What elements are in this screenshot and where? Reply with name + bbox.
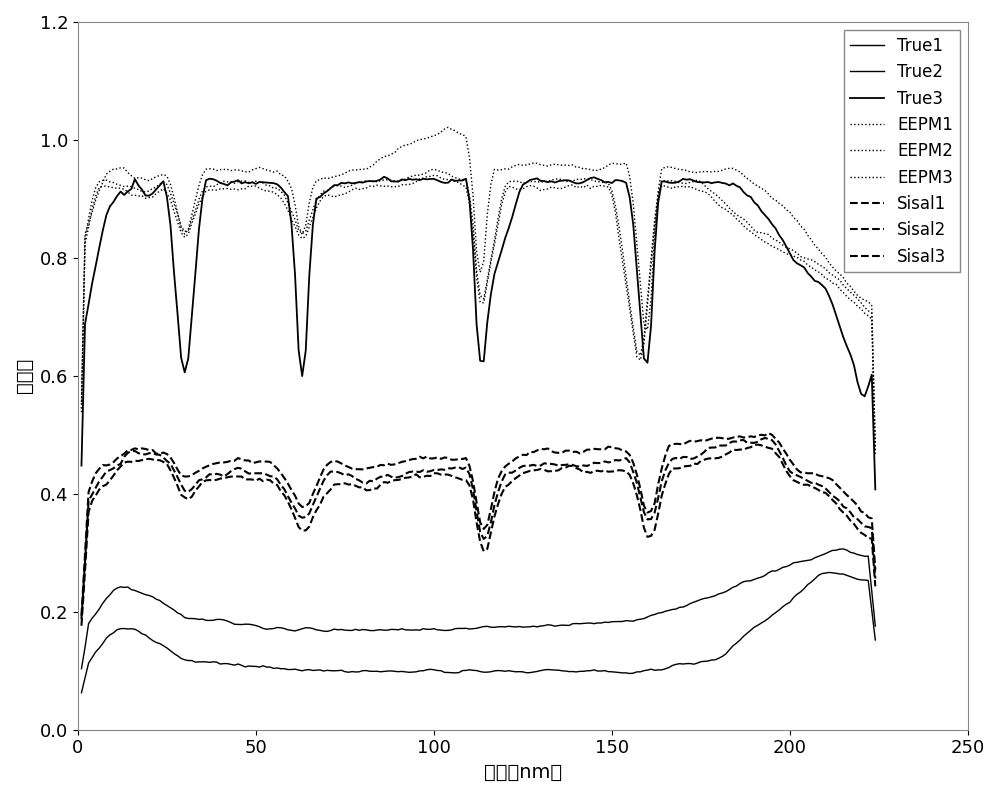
EEPM2 bbox=[852, 294, 864, 304]
EEPM1 bbox=[75, 398, 87, 407]
Sisal3 bbox=[75, 611, 87, 620]
EEPM2 bbox=[136, 186, 148, 196]
True2 bbox=[250, 621, 262, 630]
Legend: True1, True2, True3, EEPM1, EEPM2, EEPM3, Sisal1, Sisal2, Sisal3: True1, True2, True3, EEPM1, EEPM2, EEPM3… bbox=[844, 30, 960, 273]
EEPM3 bbox=[570, 183, 582, 193]
EEPM3 bbox=[136, 191, 148, 201]
True3 bbox=[250, 179, 262, 189]
True2 bbox=[136, 588, 148, 598]
True3 bbox=[869, 485, 881, 494]
Sisal2 bbox=[136, 450, 148, 459]
Line: Sisal2: Sisal2 bbox=[81, 438, 875, 619]
Sisal1 bbox=[75, 621, 87, 630]
Sisal3 bbox=[869, 565, 881, 575]
Sisal3 bbox=[499, 461, 511, 471]
True3 bbox=[378, 172, 390, 182]
True3 bbox=[503, 223, 515, 233]
EEPM1 bbox=[869, 443, 881, 453]
Sisal1 bbox=[147, 455, 159, 465]
EEPM1 bbox=[136, 173, 148, 183]
Line: True2: True2 bbox=[81, 549, 875, 669]
True2 bbox=[75, 664, 87, 673]
Sisal2 bbox=[147, 448, 159, 457]
Line: EEPM3: EEPM3 bbox=[81, 175, 875, 456]
True2 bbox=[837, 544, 849, 554]
EEPM1 bbox=[250, 163, 262, 173]
EEPM3 bbox=[869, 451, 881, 461]
Sisal3 bbox=[250, 457, 262, 467]
True3 bbox=[570, 179, 582, 188]
Sisal2 bbox=[852, 514, 864, 524]
True1 bbox=[869, 635, 881, 645]
True1 bbox=[75, 688, 87, 697]
EEPM2 bbox=[570, 175, 582, 184]
EEPM3 bbox=[75, 407, 87, 417]
True3 bbox=[852, 377, 864, 387]
EEPM2 bbox=[250, 176, 262, 186]
EEPM1 bbox=[570, 163, 582, 172]
Sisal2 bbox=[75, 614, 87, 624]
True3 bbox=[147, 189, 159, 198]
Sisal1 bbox=[752, 440, 764, 450]
True2 bbox=[852, 550, 864, 559]
EEPM1 bbox=[442, 123, 454, 132]
EEPM2 bbox=[428, 165, 440, 175]
Line: Sisal1: Sisal1 bbox=[81, 445, 875, 626]
True1 bbox=[136, 629, 148, 638]
Sisal2 bbox=[759, 434, 771, 443]
Sisal2 bbox=[250, 469, 262, 478]
True1 bbox=[499, 666, 511, 676]
Sisal1 bbox=[869, 582, 881, 591]
Line: True3: True3 bbox=[81, 177, 875, 489]
EEPM1 bbox=[147, 174, 159, 183]
X-axis label: 波长（nm）: 波长（nm） bbox=[484, 763, 562, 782]
EEPM1 bbox=[503, 164, 515, 174]
Sisal1 bbox=[852, 524, 864, 534]
Sisal1 bbox=[136, 455, 148, 465]
True2 bbox=[567, 619, 579, 629]
Sisal2 bbox=[869, 574, 881, 583]
True1 bbox=[147, 636, 159, 646]
True1 bbox=[852, 575, 864, 584]
True2 bbox=[147, 592, 159, 602]
Sisal3 bbox=[147, 446, 159, 455]
True2 bbox=[869, 622, 881, 631]
EEPM3 bbox=[147, 192, 159, 202]
True1 bbox=[250, 662, 262, 671]
Line: EEPM2: EEPM2 bbox=[81, 170, 875, 452]
True3 bbox=[75, 461, 87, 470]
True1 bbox=[567, 667, 579, 677]
EEPM3 bbox=[852, 301, 864, 311]
Sisal3 bbox=[852, 501, 864, 510]
True3 bbox=[136, 185, 148, 194]
Sisal1 bbox=[499, 482, 511, 492]
Line: Sisal3: Sisal3 bbox=[81, 433, 875, 615]
EEPM3 bbox=[428, 171, 440, 180]
EEPM2 bbox=[869, 447, 881, 457]
Sisal2 bbox=[499, 469, 511, 479]
Sisal3 bbox=[136, 444, 148, 453]
Sisal1 bbox=[567, 461, 579, 471]
True2 bbox=[499, 622, 511, 632]
Line: EEPM1: EEPM1 bbox=[81, 128, 875, 448]
Sisal3 bbox=[567, 447, 579, 457]
EEPM2 bbox=[75, 403, 87, 413]
EEPM2 bbox=[147, 183, 159, 193]
EEPM1 bbox=[852, 291, 864, 300]
EEPM2 bbox=[503, 177, 515, 186]
Line: True1: True1 bbox=[81, 572, 875, 693]
Sisal2 bbox=[567, 460, 579, 469]
Sisal3 bbox=[763, 428, 775, 438]
EEPM3 bbox=[503, 182, 515, 191]
Y-axis label: 反射率: 反射率 bbox=[15, 358, 34, 394]
True1 bbox=[823, 567, 835, 577]
EEPM3 bbox=[250, 181, 262, 190]
Sisal1 bbox=[250, 476, 262, 485]
